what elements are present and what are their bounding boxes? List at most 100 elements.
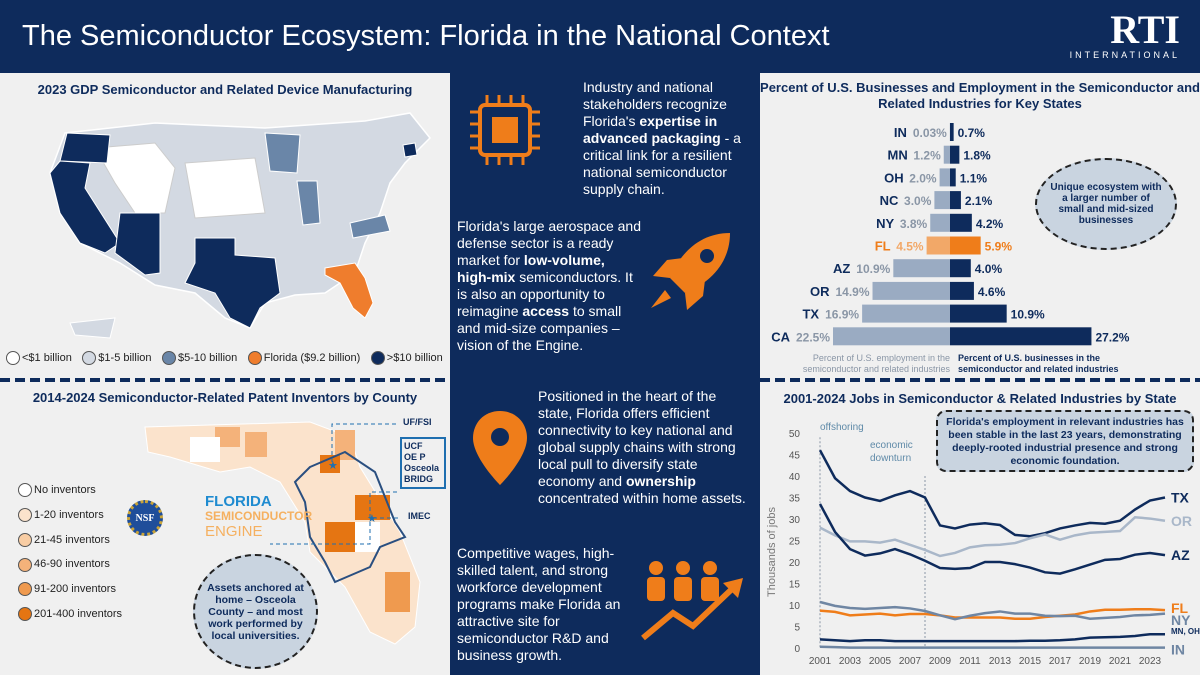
legend-item: 1-20 inventors (18, 505, 104, 526)
x-tick-label: 2021 (1109, 656, 1132, 667)
rti-logo: RTI INTERNATIONAL (1069, 7, 1180, 61)
employment-label: 2.0% (909, 171, 937, 185)
nsf-logo: NSF (127, 500, 163, 536)
business-label: 1.1% (960, 171, 988, 185)
legend-item: 46-90 inventors (18, 554, 110, 575)
star-icon: ★ (328, 460, 338, 472)
employment-label: 14.9% (835, 285, 869, 299)
county (245, 432, 267, 457)
businesses-legend: Percent of U.S. businesses in the semico… (958, 353, 1119, 374)
business-bar (950, 123, 954, 141)
y-tick-label: 10 (789, 601, 801, 612)
bar-chart-panel: Percent of U.S. Businesses and Employmen… (760, 73, 1200, 378)
series-line-or (819, 515, 1166, 558)
state-low (94, 142, 176, 214)
line-chart: 0 5 10 15 20 25 30 35 40 45 50 2001 2003 2005 2007 2009… (766, 422, 1200, 667)
state-label: MN (888, 148, 908, 163)
state-low (184, 157, 266, 219)
employment-label: 1.2% (913, 149, 941, 163)
business-label: 4.0% (975, 262, 1003, 276)
y-tick-label: 0 (794, 644, 800, 655)
star-icon: ★ (367, 513, 377, 525)
chip-icon (470, 95, 540, 165)
divider (760, 378, 1200, 382)
line-chart-panel: 2001-2024 Jobs in Semiconductor & Relate… (760, 382, 1200, 675)
series-line-tx (818, 449, 1166, 538)
employment-label: 0.03% (913, 126, 947, 140)
employment-bar (893, 259, 950, 278)
state-mn (264, 132, 301, 174)
employment-bar (833, 327, 950, 346)
header-bar: The Semiconductor Ecosystem: Florida in … (0, 0, 1200, 73)
business-label: 0.7% (958, 126, 986, 140)
x-tick-label: 2001 (809, 656, 832, 667)
state-az (114, 212, 161, 276)
business-bar (950, 281, 974, 300)
state-label: TX (802, 307, 819, 322)
business-bar (950, 191, 961, 210)
x-tick-label: 2013 (989, 656, 1012, 667)
business-bar (950, 145, 960, 164)
employment-legend: Percent of U.S. employment in the semico… (802, 353, 950, 374)
state-label: IN (894, 125, 907, 140)
county (355, 522, 380, 552)
series-line-in (819, 645, 1165, 649)
state-or (59, 132, 111, 164)
legend-item: 201-400 inventors (18, 604, 122, 625)
fse-logo: FLORIDA SEMICONDUCTOR ENGINE (205, 493, 313, 540)
series-label: MN, OH, & NC (1171, 627, 1200, 636)
gdp-legend: <$1 billion $1-5 billion $5-10 billion F… (6, 351, 451, 370)
employment-label: 10.9% (856, 262, 890, 276)
y-tick-label: 25 (789, 537, 801, 548)
state-ma (402, 142, 418, 158)
florida-stability-callout: Florida's employment in relevant industr… (936, 410, 1194, 472)
series-line-mn-oh-nc (819, 632, 1165, 643)
rocket-icon (651, 233, 730, 310)
y-axis-label: Thousands of jobs (766, 507, 778, 597)
employment-label: 3.8% (900, 217, 928, 231)
patent-map-panel: 2014-2024 Semiconductor-Related Patent I… (0, 382, 450, 675)
y-tick-label: 5 (794, 623, 800, 634)
state-il (296, 180, 321, 226)
uf-fsi-label: UF/FSI (403, 417, 432, 427)
employment-label: 16.9% (825, 308, 859, 322)
x-tick-label: 2023 (1139, 656, 1162, 667)
state-label: CA (771, 329, 790, 344)
state-tx (184, 237, 281, 329)
legend-item: <$1 billion (6, 351, 72, 365)
ucf-box: UCF OE P Osceola BRIDG (400, 437, 446, 489)
county-orange (355, 495, 390, 520)
gdp-map-panel: 2023 GDP Semiconductor and Related Devic… (0, 73, 450, 378)
patent-map-title: 2014-2024 Semiconductor-Related Patent I… (32, 390, 418, 405)
state-label: OR (810, 284, 830, 299)
business-bar (950, 213, 972, 232)
business-bar (950, 168, 956, 187)
workforce-growth-icon (641, 561, 743, 641)
business-bar (950, 259, 971, 278)
workforce-text: Competitive wages, high-skilled talent, … (457, 545, 621, 663)
packaging-text: Industry and national stakeholders recog… (583, 79, 741, 197)
line-chart-title: 2001-2024 Jobs in Semiconductor & Relate… (783, 391, 1177, 406)
connectivity-text: Positioned in the heart of the state, Fl… (538, 388, 746, 506)
business-bar (950, 327, 1092, 346)
employment-label: 4.5% (896, 240, 924, 254)
florida-county-map: ★ ★ (144, 421, 421, 645)
business-label: 27.2% (1095, 330, 1129, 344)
employment-bar (872, 281, 950, 300)
employment-label: 22.5% (796, 330, 830, 344)
x-tick-label: 2011 (959, 656, 981, 667)
x-tick-label: 2007 (899, 656, 922, 667)
x-tick-label: 2009 (929, 656, 952, 667)
employment-label: 3.0% (904, 194, 932, 208)
y-tick-label: 15 (789, 580, 801, 591)
legend-item: 21-45 inventors (18, 530, 110, 551)
series-label: TX (1171, 490, 1190, 506)
bar-chart-title: Percent of U.S. Businesses and Employmen… (760, 80, 1200, 111)
x-tick-label: 2003 (839, 656, 862, 667)
event-label: offshoring (820, 422, 864, 433)
employment-bar (926, 236, 950, 255)
business-label: 4.2% (976, 217, 1004, 231)
location-pin-icon (473, 411, 527, 485)
x-tick-label: 2019 (1079, 656, 1102, 667)
series-label: OR (1171, 513, 1192, 529)
